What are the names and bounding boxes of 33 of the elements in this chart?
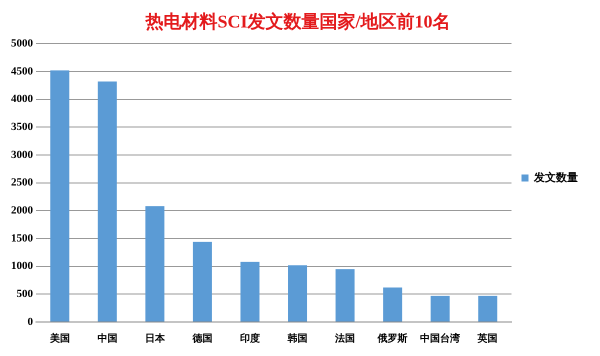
x-tick-label: 法国 — [334, 332, 356, 345]
legend-label: 发文数量 — [533, 170, 578, 184]
y-tick-label: 0 — [28, 316, 34, 328]
y-tick-label: 1500 — [11, 232, 34, 244]
bar — [50, 70, 70, 322]
bar — [145, 206, 164, 322]
y-tick-label: 1000 — [11, 260, 34, 272]
bar — [336, 269, 355, 322]
x-tick-label: 韩国 — [286, 332, 308, 345]
y-tick-label: 3000 — [11, 148, 34, 161]
y-tick-label: 4500 — [11, 65, 34, 78]
bar — [478, 296, 498, 322]
y-tick-label: 2000 — [11, 204, 34, 216]
chart-title: 热电材料SCI发文数量国家/地区前10名 — [144, 11, 451, 32]
bar — [383, 287, 402, 322]
y-tick-label: 5000 — [11, 37, 34, 50]
x-tick-label: 中国 — [97, 332, 118, 345]
bar — [192, 242, 212, 322]
y-tick-label: 2500 — [11, 176, 34, 189]
y-tick-label: 3500 — [11, 120, 34, 133]
bar — [288, 265, 308, 322]
x-tick-label: 日本 — [144, 332, 166, 345]
bar — [98, 81, 117, 322]
x-tick-label: 美国 — [48, 332, 70, 345]
bar — [430, 296, 450, 322]
bar — [240, 262, 260, 322]
x-tick-label: 印度 — [240, 332, 260, 345]
y-tick-label: 500 — [16, 288, 34, 300]
y-tick-label: 4000 — [11, 93, 34, 106]
x-tick-label: 英国 — [476, 332, 498, 345]
x-tick-label: 俄罗斯 — [376, 332, 408, 345]
x-tick-label: 中国台湾 — [420, 332, 462, 345]
x-tick-label: 德国 — [191, 332, 212, 345]
